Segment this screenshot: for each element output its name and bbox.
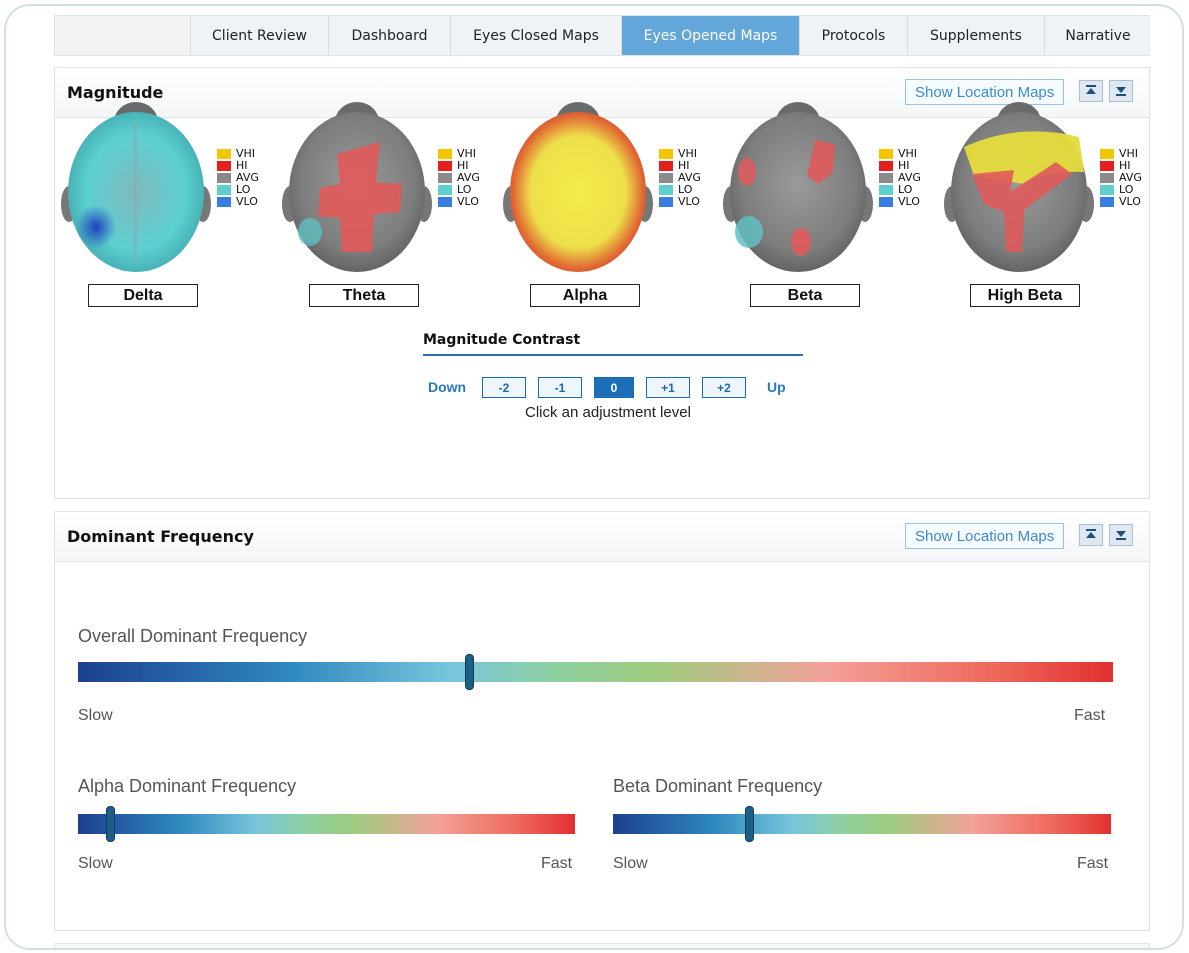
tab-client-review[interactable]: Client Review: [190, 16, 328, 55]
contrast-up-label: Up: [767, 379, 786, 395]
expand-down-icon: [1116, 87, 1126, 96]
contrast-level-0[interactable]: 0: [594, 377, 634, 398]
app-frame: Client Review Dashboard Eyes Closed Maps…: [4, 4, 1184, 950]
legend-theta: VHI HI AVG LO VLO: [438, 148, 480, 208]
head-map-high-beta: VHI HI AVG LO VLO: [944, 92, 1164, 272]
band-label-beta: Beta: [750, 284, 860, 307]
tab-eyes-closed-maps[interactable]: Eyes Closed Maps: [450, 16, 621, 55]
dominant-frequency-panel: Dominant Frequency Show Location Maps Ov…: [54, 511, 1150, 931]
contrast-down-label: Down: [428, 379, 467, 395]
beta-frequency-marker[interactable]: [745, 806, 755, 842]
head-map-high-beta-image: [944, 102, 1094, 272]
alpha-frequency-marker[interactable]: [105, 806, 115, 842]
contrast-level-minus-2[interactable]: -2: [482, 377, 526, 398]
head-map-delta: VHI HI AVG LO VLO: [61, 92, 281, 272]
overall-frequency-marker[interactable]: [465, 654, 475, 690]
expand-down-button[interactable]: [1109, 80, 1133, 102]
beta-slow-label: Slow: [613, 855, 648, 872]
beta-frequency-bar: [613, 806, 1111, 842]
head-map-beta: VHI HI AVG LO VLO: [723, 92, 943, 272]
magnitude-panel: Magnitude Show Location Maps: [54, 67, 1150, 499]
alpha-slow-label: Slow: [78, 855, 113, 872]
overall-slow-label: Slow: [78, 707, 113, 724]
overall-fast-label: Fast: [1074, 707, 1106, 724]
head-map-beta-image: [723, 102, 873, 272]
dominant-frequency-header: Dominant Frequency Show Location Maps: [55, 512, 1149, 562]
show-location-maps-button[interactable]: Show Location Maps: [905, 79, 1065, 105]
beta-frequency-label: Beta Dominant Frequency: [613, 776, 823, 796]
collapse-up-icon: [1086, 85, 1096, 94]
band-label-theta: Theta: [309, 284, 419, 307]
legend-alpha: VHI HI AVG LO VLO: [659, 148, 701, 208]
overall-frequency-bar: [78, 654, 1113, 690]
expand-down-button-2[interactable]: [1109, 524, 1133, 546]
tab-narrative[interactable]: Narrative: [1044, 16, 1151, 55]
band-label-alpha: Alpha: [530, 284, 640, 307]
beta-fast-label: Fast: [1077, 855, 1109, 872]
alpha-frequency-label: Alpha Dominant Frequency: [78, 776, 297, 796]
next-panel-edge: [54, 943, 1150, 948]
magnitude-contrast-title: Magnitude Contrast: [423, 332, 803, 356]
contrast-level-minus-1[interactable]: -1: [538, 377, 582, 398]
legend-high-beta: VHI HI AVG LO VLO: [1100, 148, 1142, 208]
contrast-level-plus-2[interactable]: +2: [702, 377, 746, 398]
tab-bar: Client Review Dashboard Eyes Closed Maps…: [54, 15, 1151, 56]
dominant-frequency-title: Dominant Frequency: [67, 527, 254, 546]
tab-protocols[interactable]: Protocols: [799, 16, 907, 55]
head-map-theta-image: [282, 102, 432, 272]
band-label-delta: Delta: [88, 284, 198, 307]
legend-beta: VHI HI AVG LO VLO: [879, 148, 921, 208]
alpha-frequency-bar: [78, 806, 575, 842]
magnitude-title: Magnitude: [67, 83, 164, 102]
contrast-hint: Click an adjustment level: [525, 404, 691, 421]
alpha-fast-label: Fast: [541, 855, 573, 872]
collapse-up-icon: [1086, 529, 1096, 538]
head-map-alpha-image: [503, 102, 653, 272]
magnitude-header: Magnitude Show Location Maps: [55, 68, 1149, 118]
collapse-up-button-2[interactable]: [1079, 524, 1103, 546]
head-map-theta: VHI HI AVG LO VLO: [282, 92, 502, 272]
legend-delta: VHI HI AVG LO VLO: [217, 148, 259, 208]
head-map-delta-image: [61, 102, 211, 272]
show-location-maps-button-2[interactable]: Show Location Maps: [905, 523, 1065, 549]
head-map-alpha: VHI HI AVG LO VLO: [503, 92, 723, 272]
collapse-up-button[interactable]: [1079, 80, 1103, 102]
tab-supplements[interactable]: Supplements: [907, 16, 1044, 55]
band-label-high-beta: High Beta: [970, 284, 1080, 307]
overall-frequency-label: Overall Dominant Frequency: [78, 626, 308, 646]
tab-eyes-opened-maps[interactable]: Eyes Opened Maps: [621, 16, 799, 55]
tab-dashboard[interactable]: Dashboard: [328, 16, 450, 55]
contrast-level-plus-1[interactable]: +1: [646, 377, 690, 398]
expand-down-icon: [1116, 531, 1126, 540]
